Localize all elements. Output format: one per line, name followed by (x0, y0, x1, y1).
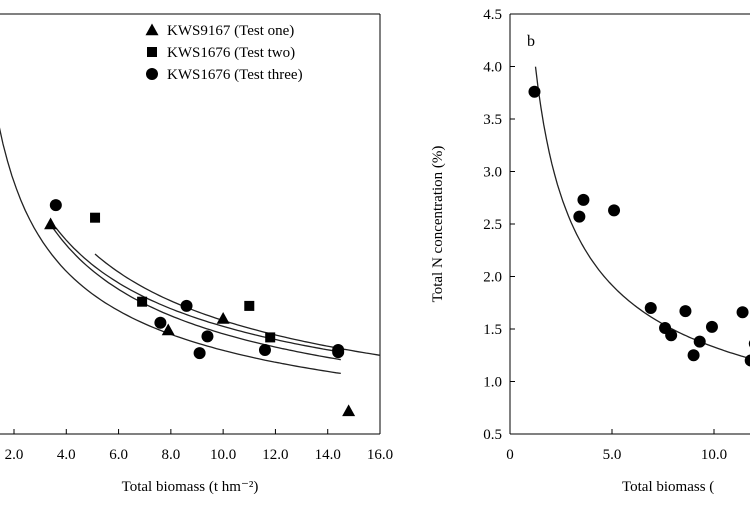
panel-a-point-series-3 (154, 317, 166, 329)
panel-a-point-series-2 (244, 301, 254, 311)
panel-b-point (688, 349, 700, 361)
legend-label-2: KWS1676 (Test two) (167, 45, 295, 61)
panel-b-point (679, 305, 691, 317)
panel-b-y-tick-label: 3.5 (483, 112, 502, 128)
panel-b-y-tick-label: 2.0 (483, 270, 502, 286)
panel-a-x-tick-label: 16.0 (367, 447, 393, 463)
panel-a-point-series-3 (201, 330, 213, 342)
panel-a-point-series-3 (50, 199, 62, 211)
legend-marker-3 (146, 68, 158, 80)
panel-a-fit-curve-3 (56, 228, 341, 352)
panel-b-x-tick-label: 0 (506, 447, 514, 463)
panel-b-point (573, 211, 585, 223)
panel-b-label: b (527, 33, 535, 50)
panel-b-y-tick-label: 3.0 (483, 165, 502, 181)
panel-b-fit-curve-1 (536, 67, 750, 360)
panel-b-point (706, 321, 718, 333)
legend-marker-2 (147, 47, 157, 57)
panel-b-point (645, 302, 657, 314)
panel-b-point (745, 355, 750, 367)
panel-b-point (577, 194, 589, 206)
panel-b-x-axis-label: Total biomass ( (622, 479, 714, 495)
panel-a-marks (44, 199, 355, 416)
legend-label-1: KWS9167 (Test one) (167, 23, 294, 39)
panel-a-x-tick-label: 10.0 (210, 447, 236, 463)
panel-b-point (665, 329, 677, 341)
panel-b-y-axis-label: Total N concentration (%) (430, 146, 446, 303)
legend-label-3: KWS1676 (Test three) (167, 67, 303, 83)
panel-b-x-tick-label: 5.0 (603, 447, 622, 463)
panel-b-point (694, 336, 706, 348)
panel-b-y-tick-label: 2.5 (483, 217, 502, 233)
panel-a-point-series-3 (194, 347, 206, 359)
panel-a-x-tick-label: 12.0 (262, 447, 288, 463)
legend-marker-1 (146, 24, 159, 36)
panel-a-x-tick-label: 6.0 (109, 447, 128, 463)
panel-a-point-series-2 (90, 213, 100, 223)
panel-a-point-series-1 (217, 312, 230, 324)
panel-a-point-series-1 (44, 218, 57, 230)
panel-b-ticks: 0 5.0 10.0 0.5 1.0 1.5 2.0 2.5 3.0 3.5 4.0 4.5 (483, 7, 727, 463)
panel-a-legend: KWS9167 (Test one) KWS1676 (Test two) KWS1… (146, 23, 303, 83)
panel-b-y-tick-label: 1.5 (483, 322, 502, 338)
panel-b-y-tick-label: 0.5 (483, 427, 502, 443)
panel-b-y-tick-label: 4.5 (483, 7, 502, 23)
panel-b-x-tick-label: 10.0 (701, 447, 727, 463)
panel-a-x-tick-label: 8.0 (161, 447, 180, 463)
panel-a-x-tick-label: 2.0 (5, 447, 24, 463)
panel-b-curves (536, 67, 750, 360)
panel-a-point-series-2 (137, 297, 147, 307)
panel-a-x-tick-label: 14.0 (315, 447, 341, 463)
panel-a-point-series-2 (265, 332, 275, 342)
panel-a-point-series-3 (332, 346, 344, 358)
panel-a-point-series-3 (181, 300, 193, 312)
panel-b-y-tick-label: 4.0 (483, 60, 502, 76)
panel-b: 0 5.0 10.0 0.5 1.0 1.5 2.0 2.5 3.0 3.5 4.0 4.5 b To… (430, 7, 750, 495)
panel-a-x-tick-label: 4.0 (57, 447, 76, 463)
panel-a: 2.0 4.0 6.0 8.0 10.0 12.0 14.0 16.0 KWS9167 (Te… (0, 14, 393, 495)
panel-a-point-series-1 (342, 404, 355, 416)
panel-b-marks (528, 86, 750, 367)
panel-b-point (608, 204, 620, 216)
panel-b-y-tick-label: 1.0 (483, 375, 502, 391)
panel-a-x-axis-label: Total biomass (t hm⁻²) (122, 479, 259, 495)
panel-b-point (737, 306, 749, 318)
panel-b-point (528, 86, 540, 98)
panel-a-point-series-3 (259, 344, 271, 356)
